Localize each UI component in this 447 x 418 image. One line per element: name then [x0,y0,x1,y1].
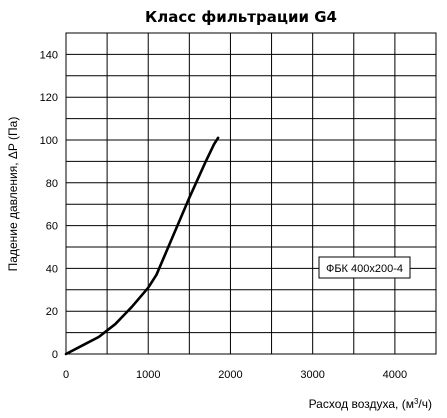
y-tick-label: 40 [46,263,58,275]
chart-title: Класс фильтрации G4 [145,8,337,26]
x-axis-label: Расход воздуха, (м3/ч) [309,397,432,412]
series-line [64,136,220,356]
x-axis-label-prefix: Расход воздуха, (м [309,397,414,411]
y-axis-label: Падение давления, ΔP (Па) [6,117,20,272]
legend-entry: ФБК 400x200-4 [326,263,403,275]
plot-frame [65,32,437,355]
y-tick-labels: 0 20 40 60 80 100 120 140 [40,49,58,361]
y-tick-label: 140 [40,49,58,61]
x-tick-label: 3000 [300,369,324,381]
y-tick-label: 60 [46,221,58,233]
x-tick-label: 2000 [218,369,242,381]
x-tick-label: 1000 [136,369,160,381]
y-tick-label: 20 [46,306,58,318]
y-tick-label: 80 [46,178,58,190]
x-axis-label-suffix: /ч) [418,397,432,411]
legend-box [318,256,411,279]
y-tick-label: 100 [40,135,58,147]
grid [66,33,436,354]
x-tick-label: 0 [63,369,69,381]
y-tick-label: 120 [40,92,58,104]
y-tick-label: 0 [52,349,58,361]
x-axis-label-sup: 3 [414,397,419,406]
legend: ФБК 400x200-4 [318,256,411,279]
x-tick-label: 4000 [383,369,407,381]
x-tick-labels: 0 1000 2000 3000 4000 [63,369,407,381]
